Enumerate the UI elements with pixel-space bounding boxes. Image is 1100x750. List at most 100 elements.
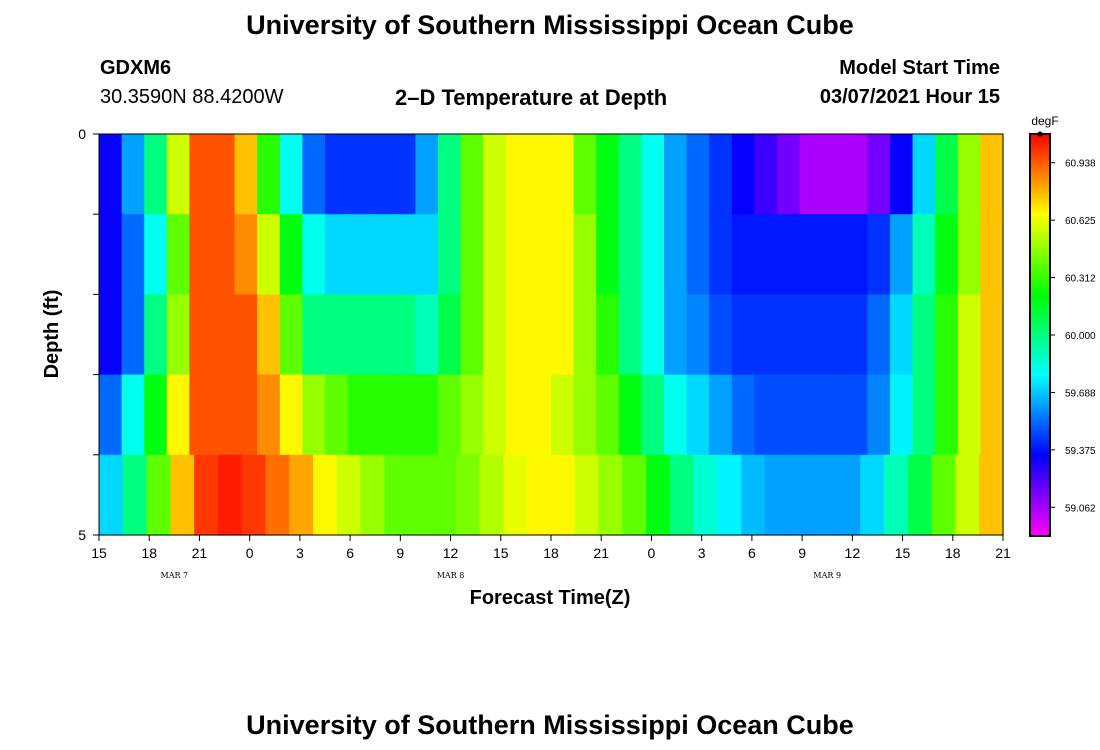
heatmap-cell <box>717 454 742 536</box>
heatmap-cell <box>731 294 755 376</box>
heatmap-cell <box>777 374 801 456</box>
heatmap-cell <box>664 374 688 456</box>
heatmap-cell <box>799 134 823 215</box>
heatmap-cell <box>505 214 529 295</box>
heatmap-cell <box>686 294 710 376</box>
heatmap-cell <box>302 214 326 295</box>
x-tick-label: 6 <box>346 545 354 561</box>
heatmap-cell <box>890 214 914 295</box>
heatmap-cell <box>528 134 552 215</box>
heatmap-cell <box>741 454 766 536</box>
heatmap-cell <box>799 214 823 295</box>
heatmap-cell <box>890 134 914 215</box>
colorbar-top-marker <box>1037 131 1043 137</box>
x-tick-label: 12 <box>845 545 861 561</box>
heatmap-cell <box>955 454 980 536</box>
heatmap-cell <box>836 454 861 536</box>
heatmap-cell <box>777 294 801 376</box>
heatmap-cell <box>189 374 213 456</box>
heatmap-cell <box>912 374 936 456</box>
heatmap-cell <box>392 134 416 215</box>
heatmap-cell <box>347 214 371 295</box>
heatmap-cell <box>596 134 620 215</box>
heatmap-cell <box>189 214 213 295</box>
heatmap-cell <box>669 454 695 536</box>
heatmap-cell <box>392 214 416 295</box>
heatmap-cell <box>336 454 362 536</box>
heatmap-cell <box>777 214 801 295</box>
heatmap-cell <box>121 214 145 295</box>
x-tick-label: 18 <box>141 545 157 561</box>
heatmap-cell <box>408 454 433 536</box>
heatmap-cell <box>890 374 914 456</box>
heatmap-cell <box>867 214 891 295</box>
colorbar-tick-label: 60.000 <box>1065 331 1096 342</box>
heatmap-cell <box>194 454 219 536</box>
heatmap-cell <box>822 294 846 376</box>
heatmap-cell <box>551 134 575 215</box>
heatmap-cell <box>912 214 936 295</box>
heatmap-cell <box>347 134 371 215</box>
heatmap-cell <box>618 134 642 215</box>
heatmap-cell <box>392 294 416 376</box>
heatmap-cell <box>551 454 576 536</box>
heatmap-cell <box>754 134 778 215</box>
x-tick-label: 0 <box>648 545 656 561</box>
heatmap-cell <box>234 294 258 376</box>
heatmap-cell <box>528 214 552 295</box>
heatmap-cell <box>212 374 236 456</box>
heatmap-cell <box>505 134 529 215</box>
heatmap-cell <box>370 214 394 295</box>
x-tick-label: 21 <box>192 545 208 561</box>
heatmap-cell <box>573 374 597 456</box>
heatmap-cell <box>146 454 171 536</box>
heatmap-cell <box>754 374 778 456</box>
heatmap-cell <box>325 294 349 376</box>
heatmap-cell <box>618 294 642 376</box>
heatmap-cell <box>360 454 386 536</box>
heatmap-cell <box>505 294 529 376</box>
heatmap-cell <box>799 294 823 376</box>
heatmap-cell <box>99 454 124 536</box>
x-tick-label: 21 <box>593 545 609 561</box>
heatmap-cell <box>212 294 236 376</box>
heatmap-cell <box>709 214 733 295</box>
heatmap-cell <box>641 294 665 376</box>
heatmap-cell <box>189 134 213 215</box>
heatmap-cell <box>867 294 891 376</box>
heatmap-cell <box>144 214 168 295</box>
heatmap-cell <box>302 374 326 456</box>
heatmap-cell <box>455 454 481 536</box>
heatmap-cell <box>596 214 620 295</box>
heatmap-cell <box>460 374 484 456</box>
heatmap-cell <box>325 374 349 456</box>
heatmap-cell <box>980 214 1004 295</box>
heatmap-cell <box>664 214 688 295</box>
heatmap-cells <box>99 134 1004 536</box>
heatmap-cell <box>799 374 823 456</box>
heatmap-cell <box>641 214 665 295</box>
x-tick-label: 3 <box>698 545 706 561</box>
heatmap-cell <box>686 134 710 215</box>
colorbar-tick-label: 60.938 <box>1065 159 1096 170</box>
heatmap-cell <box>99 374 123 456</box>
heatmap-cell <box>596 294 620 376</box>
heatmap-cell <box>957 214 981 295</box>
heatmap-cell <box>438 134 462 215</box>
model-start-value: 03/07/2021 Hour 15 <box>819 86 1000 108</box>
colorbar-tick-label: 59.688 <box>1065 388 1096 399</box>
chart-subtitle: 2–D Temperature at Depth <box>395 85 668 110</box>
heatmap-cell <box>731 214 755 295</box>
heatmap-cell <box>460 134 484 215</box>
heatmap-cell <box>641 134 665 215</box>
heatmap-cell <box>279 214 303 295</box>
heatmap-cell <box>279 294 303 376</box>
heatmap-cell <box>234 214 258 295</box>
x-date-label: MAR 7 <box>161 571 189 580</box>
heatmap-cell <box>483 294 507 376</box>
heatmap-cell <box>935 294 959 376</box>
heatmap-cell <box>234 374 258 456</box>
heatmap-cell <box>844 294 868 376</box>
heatmap-cell <box>528 294 552 376</box>
